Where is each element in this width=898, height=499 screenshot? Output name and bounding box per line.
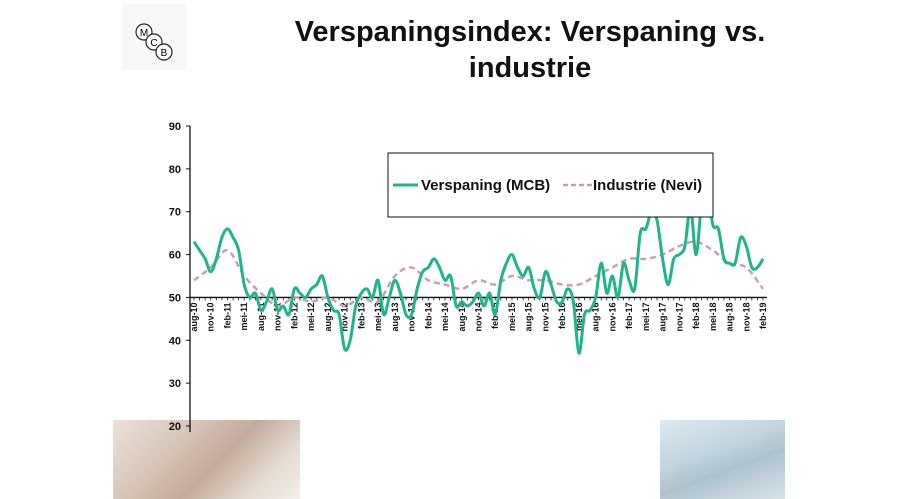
x-tick-label: nov-12 <box>340 302 350 331</box>
x-tick-label: feb-13 <box>356 302 366 329</box>
svg-text:B: B <box>161 48 168 59</box>
series-lines <box>192 183 765 355</box>
x-tick-label: nov-16 <box>607 302 617 331</box>
x-tick-label: mei-15 <box>507 302 517 331</box>
y-tick-label: 30 <box>169 378 181 390</box>
x-tick-label: aug-16 <box>591 302 601 331</box>
x-tick-label: nov-10 <box>206 302 216 331</box>
x-tick-label: nov-18 <box>741 302 751 331</box>
x-tick-label: mei-12 <box>306 302 316 331</box>
svg-text:M: M <box>140 28 148 39</box>
x-tick-label: nov-15 <box>540 302 550 331</box>
x-tick-label: feb-18 <box>691 302 701 329</box>
x-tick-label: mei-13 <box>373 302 383 331</box>
x-tick-label: feb-12 <box>289 302 299 329</box>
y-tick-label: 20 <box>169 421 181 433</box>
y-tick-label: 40 <box>169 335 181 347</box>
x-tick-label: mei-11 <box>239 302 249 330</box>
y-tick-label: 60 <box>169 250 181 262</box>
x-tick-label: aug-14 <box>457 302 467 331</box>
x-tick-label: aug-12 <box>323 302 333 331</box>
x-tick-label: mei-16 <box>574 302 584 331</box>
x-tick-label: mei-18 <box>708 302 718 331</box>
x-tick-label: feb-19 <box>758 302 768 329</box>
legend-label-mcb: Verspaning (MCB) <box>421 177 550 194</box>
legend: Verspaning (MCB) Industrie (Nevi) <box>387 152 714 218</box>
y-tick-label: 70 <box>169 207 181 219</box>
x-tick-label: aug-13 <box>390 302 400 331</box>
y-axis: 90 80 70 60 50 40 30 20 <box>169 121 191 433</box>
x-tick-label: nov-14 <box>474 302 484 331</box>
chart-title: Verspaningsindex: Verspaning vs. industr… <box>294 16 766 84</box>
legend-box <box>387 152 714 218</box>
mcb-logo: M C B <box>122 4 186 70</box>
machining-photo-right <box>660 420 785 499</box>
y-tick-label: 50 <box>169 292 181 304</box>
x-tick-label: aug-10 <box>189 302 199 331</box>
x-tick-label: feb-11 <box>222 302 232 328</box>
x-tick-label: nov-17 <box>674 302 684 331</box>
x-tick-label: mei-14 <box>440 302 450 331</box>
x-tick-label: mei-17 <box>641 302 651 331</box>
x-tick-label: nov-11 <box>273 302 283 331</box>
y-tick-label: 90 <box>169 121 181 133</box>
svg-text:C: C <box>150 38 157 49</box>
x-tick-label: aug-18 <box>725 302 735 331</box>
x-tick-label: feb-17 <box>624 302 634 329</box>
x-tick-label: aug-17 <box>658 302 668 331</box>
x-tick-label: aug-11 <box>256 302 266 331</box>
y-tick-label: 80 <box>169 164 181 176</box>
x-tick-label: aug-15 <box>524 302 534 331</box>
mcb-logo-graphic: M C B <box>135 23 173 61</box>
series-line-industrie-nevi <box>193 240 765 308</box>
x-tick-label: feb-14 <box>423 302 433 329</box>
x-tick-label: feb-16 <box>557 302 567 329</box>
machining-photo-left <box>113 420 300 499</box>
legend-label-nevi: Industrie (Nevi) <box>593 177 702 194</box>
